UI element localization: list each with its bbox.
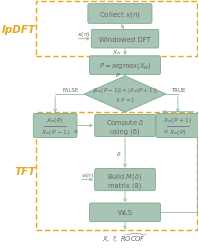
FancyBboxPatch shape: [90, 57, 160, 75]
Text: TRUE: TRUE: [171, 87, 185, 92]
Text: Build $M(\delta)$
matrix (8): Build $M(\delta)$ matrix (8): [107, 171, 142, 188]
Text: $\delta$: $\delta$: [115, 149, 121, 157]
Text: Windowed DFT: Windowed DFT: [99, 37, 151, 43]
FancyBboxPatch shape: [90, 203, 160, 222]
Text: $P = \mathrm{argmax}(X_w)$: $P = \mathrm{argmax}(X_w)$: [99, 61, 151, 71]
Text: $\alpha$: $\alpha$: [73, 127, 79, 134]
Text: $X_w(P-1)$: $X_w(P-1)$: [41, 127, 70, 136]
Text: TFT: TFT: [14, 166, 36, 176]
Text: $X,\ f,\ \widehat{ROCOF}$: $X,\ f,\ \widehat{ROCOF}$: [102, 231, 148, 244]
Text: FALSE: FALSE: [63, 87, 79, 92]
Bar: [36, 2, 197, 57]
FancyBboxPatch shape: [95, 169, 155, 191]
FancyBboxPatch shape: [33, 114, 77, 138]
FancyBboxPatch shape: [88, 5, 152, 24]
FancyBboxPatch shape: [156, 114, 199, 138]
Text: $X_w$: $X_w$: [112, 48, 122, 57]
FancyBboxPatch shape: [95, 115, 155, 137]
Text: WLS: WLS: [117, 209, 133, 215]
FancyBboxPatch shape: [91, 30, 159, 49]
Text: $\alpha$: $\alpha$: [163, 127, 169, 134]
Text: $X_w(P)$: $X_w(P)$: [46, 116, 64, 125]
Text: Collect $x(n)$: Collect $x(n)$: [99, 10, 141, 19]
Text: $v(n)$: $v(n)$: [81, 170, 94, 179]
Text: IpDFT: IpDFT: [1, 24, 36, 35]
Text: Compute $\delta$
using (6): Compute $\delta$ using (6): [106, 117, 144, 135]
Text: $|X_w(P-1)| < |X_w(P+1)|$
$\vee\ P=1$: $|X_w(P-1)| < |X_w(P+1)|$ $\vee\ P=1$: [92, 86, 158, 104]
Text: $X_w(P)$: $X_w(P)$: [169, 127, 187, 136]
Polygon shape: [84, 77, 166, 113]
Text: $X_w(P+1)$: $X_w(P+1)$: [163, 116, 192, 125]
Text: $x(n)$: $x(n)$: [77, 29, 91, 39]
Bar: [36, 112, 197, 230]
Text: $P$: $P$: [115, 71, 121, 79]
